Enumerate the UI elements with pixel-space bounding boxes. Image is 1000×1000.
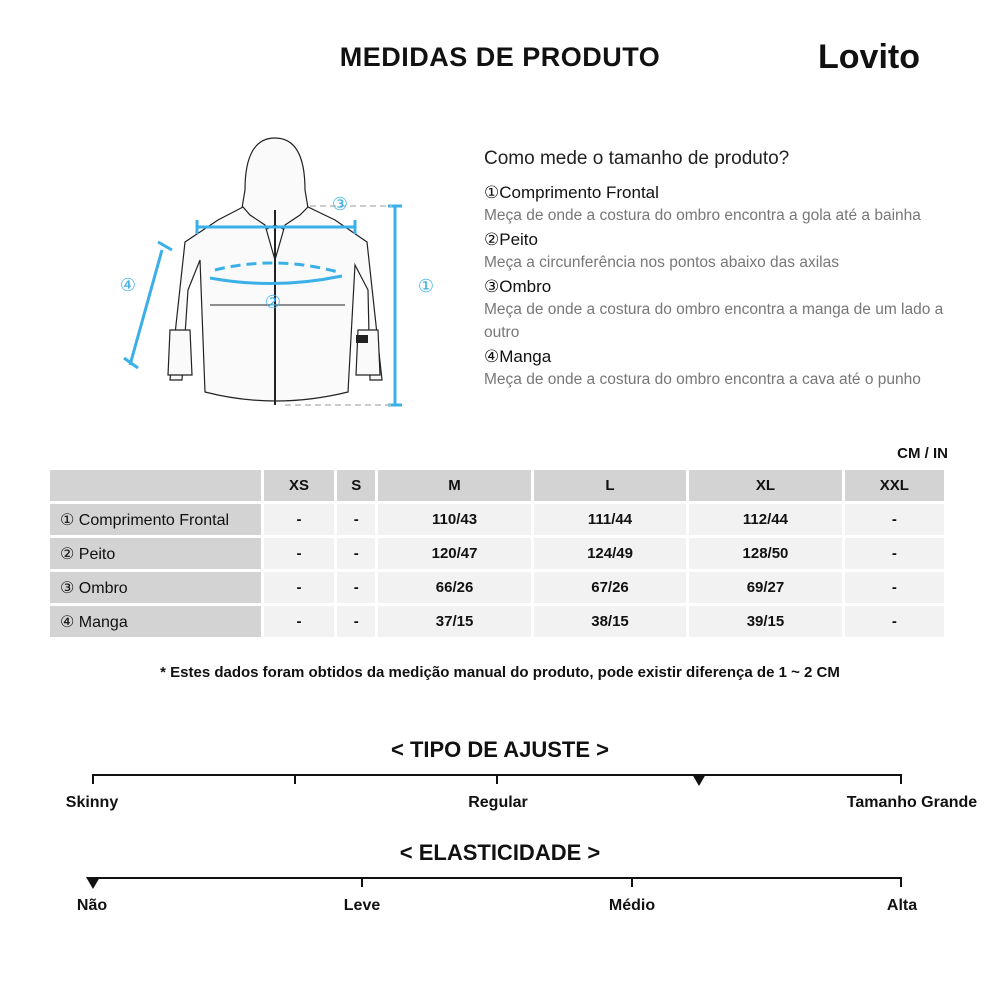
size-table: XS S M L XL XXL ① Comprimento Frontal - -1… [47,467,947,640]
size-value: 66/26 [378,572,531,603]
measure-guide: ①Comprimento Frontal Meça de onde a costu… [484,182,954,393]
size-value: - [264,538,335,569]
size-value: 39/15 [689,606,842,637]
guide-heading: Como mede o tamanho de produto? [484,148,790,169]
guide-item-desc: Meça de onde a costura do ombro encontra… [484,207,921,224]
size-value: 111/44 [533,504,687,535]
elasticity-label: Alta [886,897,918,914]
table-row: ② Peito - -120/47 124/49 128/50- [50,538,944,569]
size-header: XXL [844,470,944,501]
guide-item-title: ②Peito [484,230,538,249]
unit-label: CM / IN [897,445,948,462]
table-header-row: XS S M L XL XXL [50,470,944,501]
jacket-diagram: ① ② ③ ④ [120,137,434,407]
size-value: - [337,538,376,569]
size-value: 124/49 [533,538,687,569]
fit-title: < TIPO DE AJUSTE > [390,737,610,762]
row-label: ③ Ombro [50,572,261,603]
size-value: 37/15 [378,606,531,637]
fit-label: Skinny [65,794,119,811]
row-label: ④ Manga [50,606,261,637]
size-header: XL [689,470,842,501]
elasticity-label: Médio [608,897,656,914]
brand-logo: Lovito [818,38,920,76]
size-value: - [264,606,335,637]
size-value: - [844,606,944,637]
elasticity-scale: Não Leve Médio Alta [77,877,917,914]
size-header: M [378,470,531,501]
table-row: ① Comprimento Frontal - -110/43 111/44 112/4… [50,504,944,535]
size-value: 69/27 [689,572,842,603]
size-value: 110/43 [378,504,531,535]
size-value: 38/15 [533,606,687,637]
size-value: 128/50 [689,538,842,569]
size-value: - [844,538,944,569]
size-value: 112/44 [689,504,842,535]
marker-1: ① [418,276,434,297]
guide-item-title: ①Comprimento Frontal [484,183,659,202]
size-value: - [337,572,376,603]
elasticity-title: < ELASTICIDADE > [399,840,601,865]
size-value: 67/26 [533,572,687,603]
size-header: L [533,470,687,501]
marker-4: ④ [120,275,136,296]
guide-item-desc: Meça a circunferência nos pontos abaixo … [484,254,839,271]
elasticity-label: Não [76,897,108,914]
fit-label: Tamanho Grande [846,794,978,811]
size-value: - [844,572,944,603]
elasticity-label: Leve [343,897,381,914]
guide-item-title: ④Manga [484,347,552,366]
page-title: MEDIDAS DE PRODUTO [339,42,661,72]
table-row: ④ Manga - -37/15 38/15 39/15- [50,606,944,637]
table-row: ③ Ombro - -66/26 67/26 69/27- [50,572,944,603]
size-value: - [264,504,335,535]
guide-item-title: ③Ombro [484,277,552,296]
header-blank [50,470,261,501]
size-value: - [264,572,335,603]
row-label: ① Comprimento Frontal [50,504,261,535]
size-value: - [337,504,376,535]
row-label: ② Peito [50,538,261,569]
marker-2: ② [265,292,281,313]
size-value: 120/47 [378,538,531,569]
size-header: S [337,470,376,501]
size-value: - [844,504,944,535]
fit-level-marker [692,774,706,786]
elasticity-level-marker [86,877,100,889]
measurement-note: * Estes dados foram obtidos da medição m… [160,664,840,681]
size-value: - [337,606,376,637]
size-header: XS [264,470,335,501]
fit-label: Regular [468,794,528,811]
guide-item-desc: Meça de onde a costura do ombro encontra… [484,301,944,341]
fit-scale: Skinny Regular Tamanho Grande [66,774,977,811]
marker-3: ③ [332,194,348,215]
guide-item-desc: Meça de onde a costura do ombro encontra… [484,371,921,388]
